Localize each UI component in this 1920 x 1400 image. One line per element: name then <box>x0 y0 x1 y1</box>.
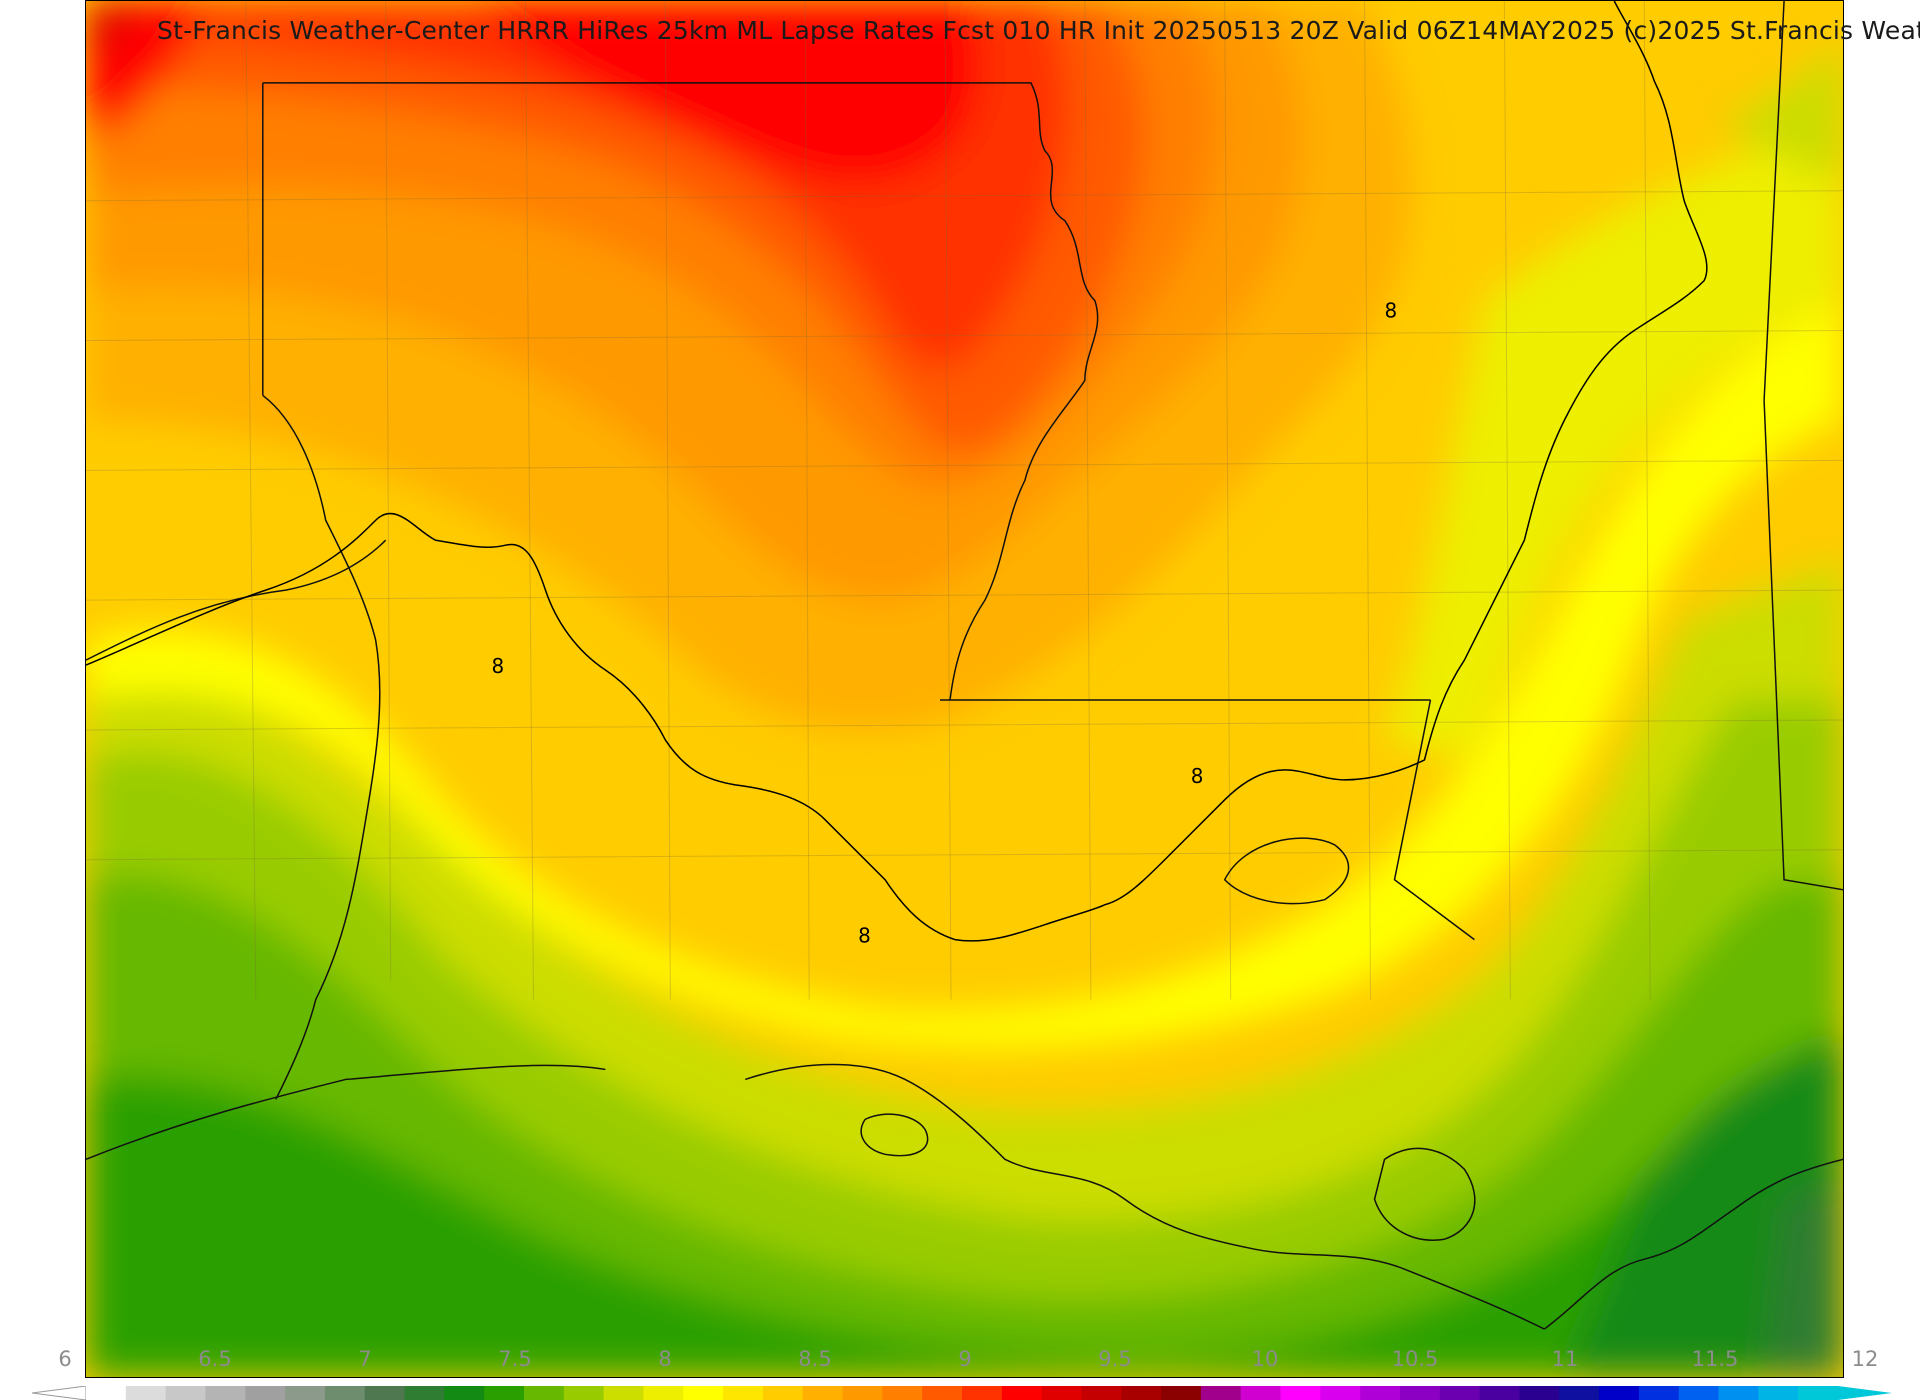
lapse-rate-fill-bands <box>86 1 1843 1377</box>
contour-label-east: 8 <box>1191 764 1204 788</box>
colorbar-cell <box>1718 1386 1759 1400</box>
colorbar-cell <box>603 1386 645 1400</box>
colorbar-cell <box>1280 1386 1321 1400</box>
colorbar-cell <box>444 1386 485 1400</box>
colorbar-cell <box>524 1386 565 1400</box>
colorbar-tick-9: 9 <box>958 1347 972 1371</box>
colorbar-cell <box>962 1386 1003 1400</box>
colorbar-cell <box>404 1386 445 1400</box>
contour-label-northeast: 8 <box>1385 299 1398 323</box>
colorbar-cell <box>1559 1386 1600 1400</box>
colorbar-cell <box>484 1386 525 1400</box>
lapse-rate-map: 8 8 8 8 <box>86 1 1843 1377</box>
colorbar-cell <box>683 1386 724 1400</box>
colorbar-cell <box>1360 1386 1401 1400</box>
map-frame: 8 8 8 8 <box>85 0 1844 1378</box>
colorbar-cell <box>1599 1386 1640 1400</box>
county-borders <box>86 1 1843 1000</box>
contour-labels: 8 8 8 8 <box>492 299 1398 948</box>
colorbar-cell <box>1758 1386 1799 1400</box>
colorbar-cell <box>1678 1386 1720 1400</box>
contour-label-west: 8 <box>492 654 505 678</box>
colorbar-cell <box>922 1386 963 1400</box>
colorbar-cell <box>86 1386 127 1400</box>
colorbar-cell <box>762 1386 804 1400</box>
map-title: St-Francis Weather-Center HRRR HiRes 25k… <box>157 16 1920 45</box>
colorbar-tick-11-5: 11.5 <box>1691 1347 1739 1371</box>
colorbar-tick-6-5: 6.5 <box>198 1347 232 1371</box>
colorbar-cell <box>245 1386 286 1400</box>
colorbar-cell <box>1240 1386 1282 1400</box>
colorbar-cell <box>1161 1386 1202 1400</box>
colorbar-cell <box>125 1386 167 1400</box>
colorbar-cell <box>563 1386 605 1400</box>
colorbar-cell <box>842 1386 883 1400</box>
colorbar-tick-10-5: 10.5 <box>1391 1347 1439 1371</box>
colorbar-tick-12: 12 <box>1851 1347 1879 1371</box>
colorbar-cell <box>1400 1386 1441 1400</box>
colorbar-cell <box>1798 1386 1839 1400</box>
colorbar-cell <box>165 1386 207 1400</box>
colorbar-cell <box>1041 1386 1083 1400</box>
colorbar-tick-7-5: 7.5 <box>498 1347 532 1371</box>
colorbar-cell <box>364 1386 406 1400</box>
colorbar-cell <box>1439 1386 1481 1400</box>
colorbar-cell <box>1200 1386 1242 1400</box>
colorbar-cell <box>324 1386 366 1400</box>
colorbar-cell <box>1081 1386 1122 1400</box>
colorbar-tick-7: 7 <box>358 1347 372 1371</box>
colorbar-cell <box>1519 1386 1560 1400</box>
colorbar-cell <box>285 1386 326 1400</box>
colorbar-cell <box>1479 1386 1521 1400</box>
contour-8-line <box>86 1 1708 942</box>
colorbar-tick-10: 10 <box>1251 1347 1279 1371</box>
colorbar-extend-high <box>1838 1386 1892 1400</box>
colorbar-tick-11: 11 <box>1551 1347 1579 1371</box>
colorbar-cell <box>1638 1386 1680 1400</box>
colorbar-cell <box>1001 1386 1043 1400</box>
contour-label-south: 8 <box>858 924 871 948</box>
colorbar-cells <box>86 1386 1839 1400</box>
colorbar-cell <box>1121 1386 1162 1400</box>
colorbar-extend-low <box>32 1386 87 1400</box>
colorbar-cell <box>802 1386 844 1400</box>
colorbar-cell <box>1320 1386 1361 1400</box>
colorbar-tick-8: 8 <box>658 1347 672 1371</box>
colorbar-cell <box>643 1386 684 1400</box>
colorbar-tick-6: 6 <box>58 1347 72 1371</box>
colorbar <box>32 1386 1892 1400</box>
state-borders <box>86 1 1843 1330</box>
colorbar-cell <box>205 1386 246 1400</box>
colorbar-cell <box>723 1386 764 1400</box>
colorbar-tick-8-5: 8.5 <box>798 1347 832 1371</box>
colorbar-cell <box>882 1386 923 1400</box>
colorbar-tick-9-5: 9.5 <box>1098 1347 1132 1371</box>
